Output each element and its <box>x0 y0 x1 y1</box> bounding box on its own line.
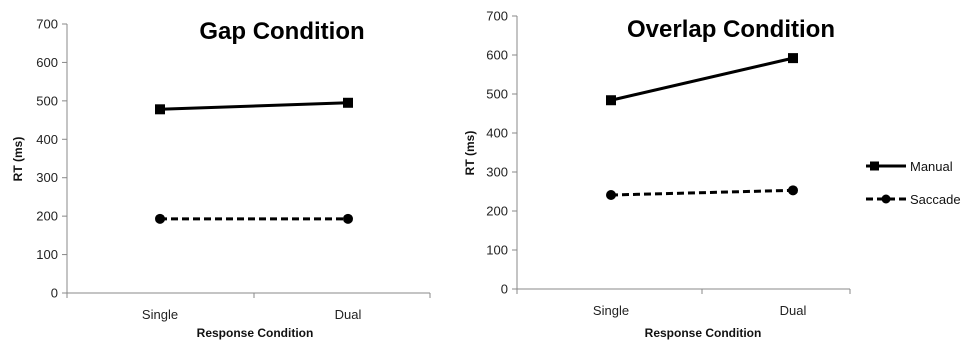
overlap-manual-point <box>606 95 616 106</box>
gap-manual-point <box>343 97 353 108</box>
overlap-y-tick-label: 400 <box>486 126 508 141</box>
gap-y-tick-label: 600 <box>36 55 58 70</box>
overlap-x-tick-label: Dual <box>780 303 807 318</box>
gap-axes <box>66 24 430 294</box>
gap-chart: Gap Condition RT (ms) Response Condition… <box>11 17 431 340</box>
gap-y-axis-title: RT (ms) <box>11 137 25 182</box>
overlap-y-tick-label: 0 <box>501 282 508 297</box>
overlap-x-axis-title: Response Condition <box>645 326 762 340</box>
legend: Manual Saccade <box>866 159 961 207</box>
legend-manual-marker <box>870 161 879 171</box>
overlap-y-tick-label: 700 <box>486 9 508 24</box>
overlap-x-ticks: Single Dual <box>516 289 851 318</box>
overlap-axes <box>516 16 850 290</box>
overlap-y-tick-label: 500 <box>486 87 508 102</box>
overlap-chart-title: Overlap Condition <box>627 16 835 43</box>
overlap-manual-point <box>788 53 798 64</box>
overlap-chart: Overlap Condition RT (ms) Response Condi… <box>463 9 851 340</box>
overlap-saccade-line <box>610 188 794 197</box>
overlap-y-tick-label: 600 <box>486 48 508 63</box>
gap-saccade-point <box>155 213 165 224</box>
overlap-saccade-point <box>606 190 616 201</box>
gap-x-axis-title: Response Condition <box>197 326 314 340</box>
overlap-y-tick-label: 100 <box>486 243 508 258</box>
overlap-x-tick-label: Single <box>593 303 629 318</box>
gap-manual-line <box>159 101 349 111</box>
legend-item-saccade: Saccade <box>866 192 961 207</box>
gap-y-tick-label: 400 <box>36 132 58 147</box>
gap-series <box>155 97 353 224</box>
legend-manual-label: Manual <box>910 159 953 174</box>
gap-y-tick-label: 300 <box>36 170 58 185</box>
legend-saccade-marker <box>881 194 891 204</box>
gap-manual-point <box>155 104 165 115</box>
overlap-y-ticks: 0 100 200 300 400 500 600 700 <box>486 9 517 297</box>
gap-y-tick-label: 500 <box>36 93 58 108</box>
gap-y-tick-label: 100 <box>36 247 58 262</box>
legend-saccade-label: Saccade <box>910 192 961 207</box>
gap-y-tick-label: 700 <box>36 17 58 32</box>
gap-y-tick-label: 200 <box>36 209 58 224</box>
overlap-y-axis-title: RT (ms) <box>463 131 477 176</box>
legend-item-manual: Manual <box>866 159 953 174</box>
overlap-manual-line <box>610 56 794 102</box>
gap-y-tick-label: 0 <box>51 286 58 301</box>
gap-x-ticks: Single Dual <box>66 293 431 322</box>
overlap-saccade-point <box>788 185 798 196</box>
gap-saccade-point <box>343 213 353 224</box>
gap-chart-title: Gap Condition <box>199 18 364 45</box>
gap-x-tick-label: Dual <box>335 307 362 322</box>
gap-y-ticks: 0 100 200 300 400 500 600 700 <box>36 17 67 301</box>
overlap-y-tick-label: 300 <box>486 165 508 180</box>
overlap-series <box>606 53 798 201</box>
overlap-y-tick-label: 200 <box>486 204 508 219</box>
gap-x-tick-label: Single <box>142 307 178 322</box>
